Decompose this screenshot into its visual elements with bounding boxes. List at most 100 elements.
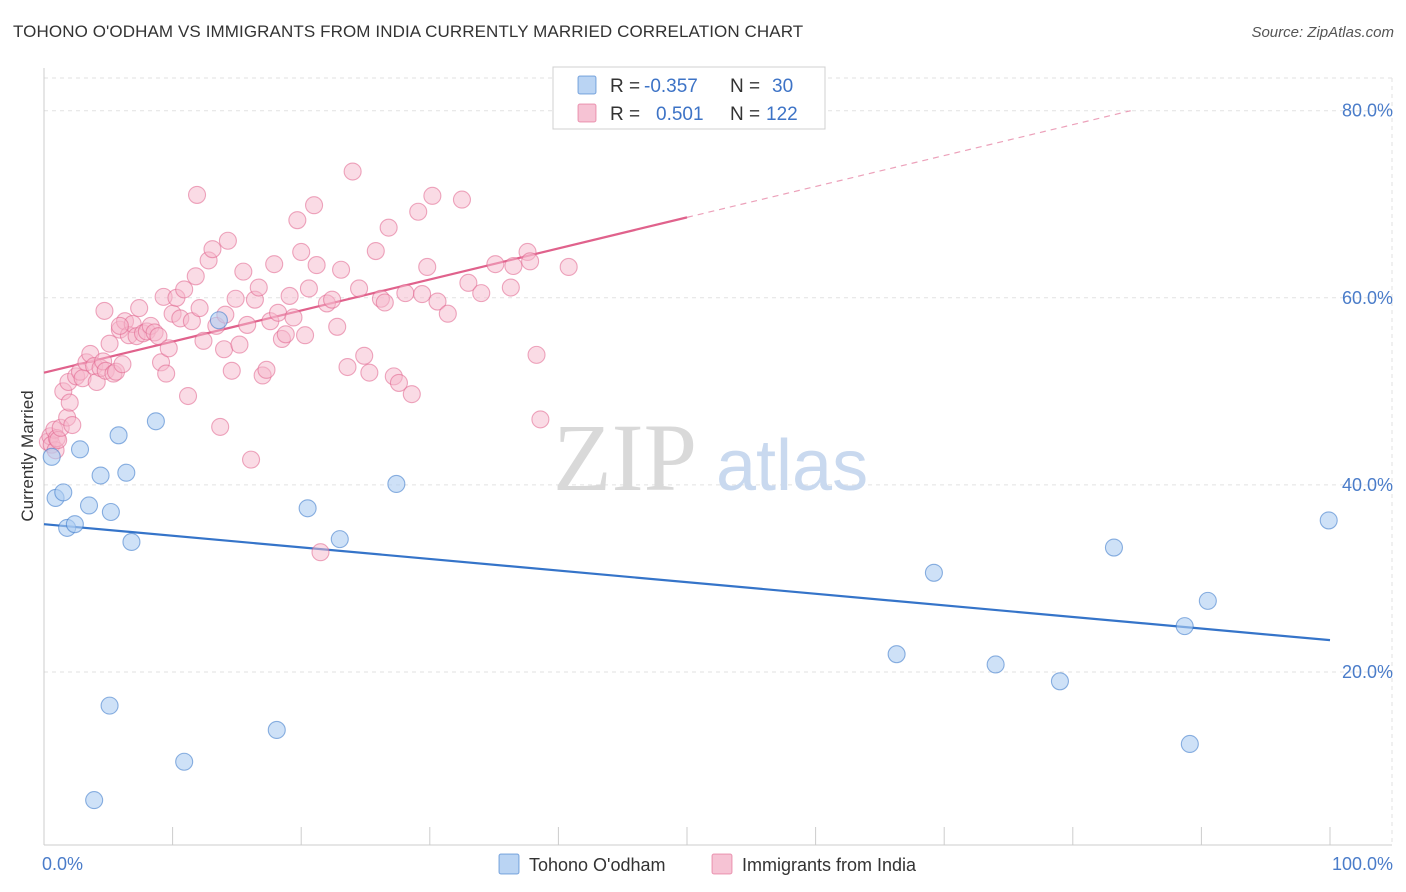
india-point-79 (305, 196, 324, 215)
tohono-point-18 (85, 791, 104, 810)
tohono-point-2 (54, 483, 73, 502)
india-point-27 (113, 355, 132, 374)
india-point-33 (130, 299, 149, 318)
legend-n-label-tohono: N = (730, 76, 760, 97)
tohono-point-27 (1198, 591, 1217, 610)
y-tick-label-1: 40.0% (1342, 475, 1393, 495)
india-point-49 (186, 267, 205, 286)
tohono-point-12 (146, 412, 165, 431)
india-point-73 (280, 286, 299, 305)
tohono-point-9 (109, 426, 128, 445)
legend-r-value-india: 0.501 (656, 104, 704, 125)
india-point-105 (452, 190, 472, 209)
india-point-77 (296, 326, 315, 345)
legend-swatch-tohono (577, 75, 597, 95)
india-point-87 (343, 162, 362, 181)
india-point-56 (214, 340, 234, 359)
india-point-55 (211, 417, 230, 436)
india-point-107 (472, 284, 491, 303)
series-legend: Tohono O'odham Immigrants from India (498, 853, 917, 875)
series-legend-label-india: Immigrants from India (742, 855, 917, 875)
india-point-84 (328, 317, 347, 336)
tohono-point-0 (42, 447, 61, 466)
india-point-78 (299, 279, 318, 298)
legend-n-label-india: N = (730, 104, 760, 125)
india-point-111 (504, 256, 523, 276)
tohono-point-13 (209, 311, 228, 330)
india-point-96 (389, 373, 408, 392)
tohono-point-15 (330, 530, 349, 549)
trend-line-tohono (43, 523, 1331, 642)
india-point-90 (360, 363, 379, 382)
legend-n-value-india: 122 (766, 104, 798, 125)
trend-lines (43, 110, 1331, 642)
india-point-60 (230, 335, 249, 354)
india-point-116 (187, 185, 207, 204)
x-tick-label-1: 100.0% (1332, 854, 1393, 874)
india-point-83 (323, 290, 342, 309)
india-point-11 (63, 415, 82, 435)
india-point-81 (311, 543, 330, 562)
india-point-47 (178, 386, 198, 406)
tohono-point-21 (924, 563, 943, 582)
india-point-108 (486, 255, 505, 274)
india-point-115 (559, 257, 578, 276)
india-point-103 (428, 292, 447, 311)
series-legend-label-tohono: Tohono O'odham (529, 855, 666, 875)
india-point-41 (157, 364, 176, 383)
tohono-point-14 (298, 499, 317, 518)
india-point-57 (218, 231, 237, 250)
india-point-63 (241, 450, 261, 469)
trend-line-india (43, 216, 688, 374)
tohono-point-10 (117, 463, 136, 482)
x-tick-labels: 0.0% 100.0% (42, 854, 1393, 874)
india-point-102 (423, 186, 442, 205)
tohono-point-24 (1050, 672, 1069, 691)
watermark: ZIP atlas (553, 404, 868, 511)
watermark-atlas: atlas (716, 426, 868, 506)
tohono-point-29 (1319, 511, 1338, 530)
y-tick-label-3: 80.0% (1342, 101, 1393, 121)
tohono-point-5 (70, 440, 90, 459)
series-legend-swatch-india (711, 853, 733, 875)
india-point-69 (265, 255, 284, 274)
india-point-98 (402, 385, 421, 404)
legend-r-label-india: R = (610, 104, 640, 125)
tohono-point-23 (986, 655, 1005, 674)
tohono-point-11 (122, 532, 141, 551)
india-point-99 (409, 202, 428, 221)
india-point-75 (288, 211, 307, 230)
india-point-113 (527, 345, 546, 364)
india-point-65 (249, 278, 268, 297)
india-point-10 (60, 393, 79, 412)
legend-swatch-india (577, 103, 597, 123)
y-tick-labels: 20.0% 40.0% 60.0% 80.0% (1342, 101, 1393, 682)
legend-r-label-tohono: R = (610, 76, 640, 97)
india-point-86 (338, 357, 357, 377)
india-point-59 (226, 289, 245, 308)
chart-title: TOHONO O'ODHAM VS IMMIGRANTS FROM INDIA … (13, 22, 804, 41)
india-point-46 (175, 280, 194, 299)
india-point-88 (350, 279, 369, 298)
india-point-74 (284, 308, 303, 327)
india-point-32 (95, 301, 114, 320)
india-point-112 (521, 252, 540, 271)
india-point-42 (159, 339, 178, 358)
india-point-100 (413, 285, 432, 304)
tohono-point-6 (79, 496, 99, 515)
stats-legend: R = -0.357 N = 30 R = 0.501 N = 122 (552, 66, 826, 130)
india-point-70 (269, 303, 288, 322)
india-point-109 (501, 278, 520, 297)
india-point-23 (100, 334, 119, 353)
data-points[interactable] (38, 162, 1338, 810)
legend-r-value-tohono: -0.357 (644, 76, 698, 97)
india-point-80 (307, 256, 326, 275)
india-point-93 (375, 293, 394, 312)
tohono-point-20 (267, 720, 286, 740)
y-axis-title: Currently Married (18, 390, 37, 521)
india-point-51 (194, 331, 213, 350)
india-point-118 (110, 316, 129, 335)
watermark-zip: ZIP (553, 404, 697, 511)
india-point-85 (332, 260, 351, 279)
